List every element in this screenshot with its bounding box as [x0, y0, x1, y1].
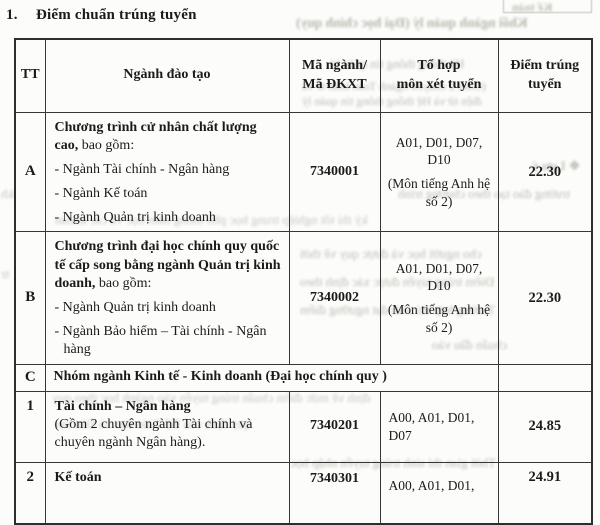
header-row: TT Ngành đào tạo Mã ngành/ Mã ĐKXT Tổ hợ…	[14, 38, 593, 113]
score-cell: 24.85	[497, 390, 593, 463]
program-title-bold: Chương trình đại học chính quy quốc tế c…	[54, 239, 281, 291]
score-cell: 24.91	[497, 461, 593, 525]
score-cell: 22.30	[497, 231, 593, 365]
program-cell: Chương trình cử nhân chất lượng cao, bao…	[44, 111, 290, 233]
row-index-cell: 2	[14, 461, 46, 525]
subject-combo: A01, D01, D07, D10	[395, 134, 483, 168]
row-index: 2	[26, 468, 35, 485]
major-code-cell: 7340001	[288, 111, 381, 233]
bleedthrough-table-corner	[503, 0, 592, 13]
header-diem-line2: tuyển	[528, 76, 562, 92]
row-index: B	[25, 289, 36, 306]
major-code-cell: 7340201	[288, 390, 381, 463]
program-item: - Ngành Kế toán	[54, 186, 148, 202]
row-index-cell: A	[14, 111, 46, 233]
score-value: 22.30	[528, 289, 562, 306]
row-index: 1	[26, 397, 35, 414]
bleedthrough-text: tr	[1, 266, 9, 281]
header-ma-line1: Mã ngành/	[302, 57, 367, 73]
section-number: 1.	[6, 7, 18, 23]
header-ma-line2: Mã ĐKXT	[302, 76, 367, 92]
row-index-cell: C	[14, 363, 46, 392]
table-row-B: B Chương trình đại học chính quy quốc tế…	[14, 231, 593, 365]
major-name: Tài chính – Ngân hàng	[54, 398, 191, 414]
group-title: Nhóm ngành Kinh tế - Kinh doanh (Đại học…	[53, 369, 387, 385]
major-name-cell: Tài chính – Ngân hàng (Gồm 2 chuyên ngàn…	[44, 390, 290, 463]
subject-combo: A00, A01, D01, D07	[388, 410, 475, 443]
program-item: - Ngành Quản trị kinh doanh	[54, 300, 216, 315]
group-title-cell: Nhóm ngành Kinh tế - Kinh doanh (Đại học…	[44, 363, 499, 392]
table-row-C: C Nhóm ngành Kinh tế - Kinh doanh (Đại h…	[14, 363, 593, 392]
program-title-rest: bao gồm:	[98, 275, 152, 291]
bleedthrough-text: Khối ngành quản lý (Đại học chính quy)	[296, 15, 528, 30]
program-title: Chương trình đại học chính quy quốc tế c…	[55, 238, 282, 293]
subject-combo-note: (Môn tiếng Anh hệ số 2)	[387, 302, 491, 335]
major-code: 7340002	[310, 289, 359, 305]
bleedthrough-text: Kế toán	[512, 0, 553, 14]
program-item: - Ngành Tài chính - Ngân hàng	[54, 161, 230, 177]
program-item: - Ngành Quản trị kinh doanh	[54, 210, 216, 226]
subject-combo-cell: A01, D01, D07, D10 (Môn tiếng Anh hệ số …	[379, 111, 499, 233]
header-tohop-line1: Tổ hợp	[417, 57, 461, 73]
row-index-cell: B	[14, 231, 46, 365]
row-index: C	[24, 368, 36, 385]
major-note: (Gồm 2 chuyên ngành Tài chính và chuyên …	[54, 416, 253, 450]
score-cell: 22.30	[497, 111, 593, 233]
program-item: - Ngành Bảo hiểm – Tài chính - Ngân hàng	[54, 324, 267, 358]
header-tohop-line2: môn xét tuyển	[396, 76, 482, 92]
bleedthrough-text: kh	[1, 186, 14, 201]
admission-score-table: TT Ngành đào tạo Mã ngành/ Mã ĐKXT Tổ hợ…	[14, 38, 593, 525]
header-to-hop: Tổ hợp môn xét tuyển	[379, 38, 499, 113]
score-value: 24.91	[528, 468, 562, 485]
program-title-bold: Chương trình cử nhân chất lượng cao,	[54, 119, 257, 153]
header-tt-label: TT	[20, 67, 40, 83]
program-title-rest: bao gồm:	[81, 137, 135, 153]
header-nganh-label: Ngành đào tạo	[123, 67, 211, 83]
major-code-cell: 7340301	[288, 461, 381, 525]
row-index: A	[24, 163, 36, 180]
major-code: 7340001	[310, 163, 359, 179]
major-code-cell: 7340002	[288, 231, 381, 365]
table-row-A: A Chương trình cử nhân chất lượng cao, b…	[14, 111, 593, 233]
header-ma-nganh: Mã ngành/ Mã ĐKXT	[288, 38, 381, 113]
major-name-cell: Kế toán	[44, 461, 290, 525]
subject-combo-cell: A00, A01, D01, D07	[379, 390, 499, 463]
major-code: 7340201	[310, 418, 359, 434]
score-value: 24.85	[528, 418, 562, 435]
score-value: 22.30	[528, 163, 562, 180]
program-title: Chương trình cử nhân chất lượng cao, bao…	[55, 119, 282, 155]
header-diem-line1: Điểm trúng	[510, 57, 580, 73]
section-title: 1. Điểm chuẩn trúng tuyển	[6, 7, 197, 24]
major-code: 7340301	[310, 470, 359, 486]
subject-combo: A00, A01, D01,	[388, 477, 475, 493]
subject-combo-cell: A01, D01, D07, D10 (Môn tiếng Anh hệ số …	[379, 231, 499, 365]
header-tt: TT	[14, 38, 46, 113]
subject-combo-note: (Môn tiếng Anh hệ số 2)	[387, 175, 491, 209]
table-row-2: 2 Kế toán 7340301 A00, A01, D01, 24.91	[14, 461, 593, 525]
header-diem: Điểm trúng tuyển	[497, 38, 593, 113]
subject-combo-cell: A00, A01, D01,	[379, 461, 499, 525]
row-index-cell: 1	[14, 390, 46, 463]
subject-combo: A01, D01, D07, D10	[395, 260, 483, 294]
major-name: Kế toán	[54, 469, 102, 485]
table-row-1: 1 Tài chính – Ngân hàng (Gồm 2 chuyên ng…	[14, 390, 593, 463]
section-title-text: Điểm chuẩn trúng tuyển	[36, 7, 197, 23]
header-nganh-dao-tao: Ngành đào tạo	[44, 38, 290, 113]
program-cell: Chương trình đại học chính quy quốc tế c…	[44, 231, 290, 365]
score-cell	[497, 363, 593, 392]
